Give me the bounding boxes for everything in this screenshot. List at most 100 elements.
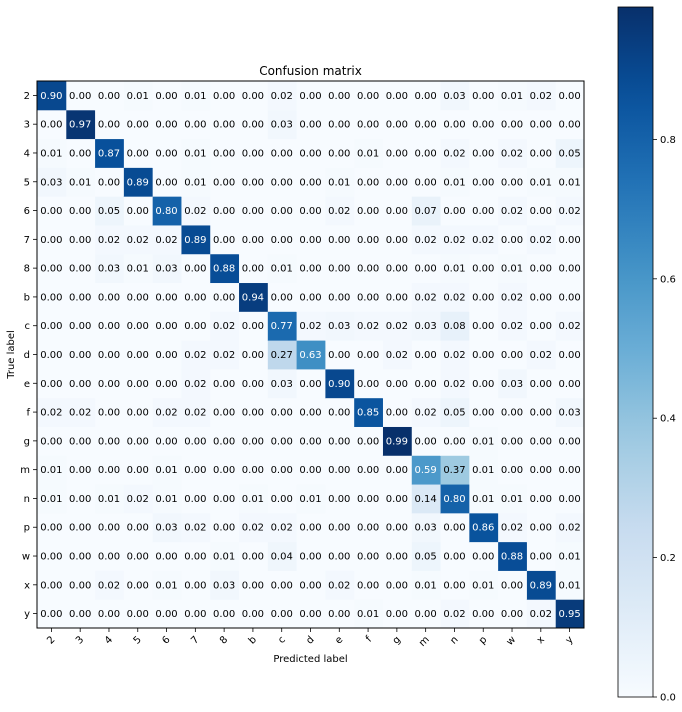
heatmap-cell	[296, 224, 326, 255]
cell-value: 0.00	[415, 350, 437, 361]
heatmap-cell	[440, 368, 470, 399]
heatmap-cell	[526, 512, 556, 543]
cell-value: 0.07	[415, 206, 437, 217]
cell-value: 0.00	[242, 148, 264, 159]
colorbar: 0.0 0.2 0.4 0.6 0.8	[617, 6, 676, 704]
cell-value: 0.00	[299, 465, 321, 476]
heatmap-cell	[94, 340, 124, 370]
heatmap-cell	[94, 311, 124, 341]
heatmap-cell	[123, 599, 153, 629]
heatmap-cell	[209, 455, 240, 485]
cell-value: 0.86	[472, 523, 494, 534]
cell-value: 0.00	[213, 292, 235, 303]
cell-value: 0.00	[443, 523, 465, 534]
cell-value: 0.00	[501, 465, 523, 476]
cell-value: 0.01	[299, 494, 321, 505]
heatmap-cell	[65, 81, 96, 111]
heatmap-cell	[497, 397, 527, 427]
cell-value: 0.00	[40, 523, 62, 534]
heatmap-cell	[555, 368, 585, 399]
cell-value: 0.02	[443, 292, 465, 303]
cell-value: 0.00	[184, 264, 206, 275]
heatmap-cell	[468, 570, 499, 600]
heatmap-cell	[238, 426, 268, 456]
cell-value: 0.00	[530, 465, 552, 476]
y-tick-label: m	[20, 465, 30, 476]
cell-value: 0.00	[472, 120, 494, 131]
cell-value: 0.02	[501, 292, 523, 303]
heatmap-cell	[324, 484, 355, 514]
heatmap-cell	[209, 253, 240, 284]
heatmap-cell	[296, 138, 326, 168]
cell-value: 0.02	[328, 206, 350, 217]
heatmap-cell	[37, 512, 67, 543]
heatmap-cell	[152, 81, 182, 111]
cell-value: 0.00	[328, 264, 350, 275]
heatmap-cell	[526, 253, 556, 284]
cell-value: 0.00	[155, 436, 177, 447]
cell-value: 0.03	[558, 408, 580, 419]
cell-value: 0.01	[184, 177, 206, 188]
heatmap-cell	[65, 484, 96, 514]
heatmap-cell	[440, 570, 470, 600]
heatmap-cell	[468, 311, 499, 341]
heatmap-cell	[497, 484, 527, 514]
heatmap-cell	[238, 599, 268, 629]
heatmap-cell	[238, 340, 268, 370]
heatmap-cell	[296, 81, 326, 111]
heatmap-cell	[209, 81, 240, 111]
heatmap-cell	[324, 512, 355, 543]
cell-value: 0.00	[184, 321, 206, 332]
cell-value: 0.03	[98, 264, 120, 275]
cell-value: 0.01	[213, 552, 235, 563]
cell-value: 0.03	[443, 91, 465, 102]
heatmap-cell	[468, 426, 499, 456]
cell-value: 0.00	[299, 292, 321, 303]
heatmap-cell	[440, 397, 470, 427]
cell-value: 0.02	[530, 235, 552, 246]
heatmap-cell	[180, 340, 211, 370]
heatmap-cell	[440, 311, 470, 341]
cell-value: 0.00	[98, 120, 120, 131]
heatmap-cell	[180, 253, 211, 284]
cell-value: 0.00	[213, 408, 235, 419]
cell-value: 0.00	[299, 408, 321, 419]
y-tick-label: n	[24, 494, 30, 505]
heatmap-cell	[152, 311, 182, 341]
heatmap-cell	[267, 599, 297, 629]
heatmap-cell	[382, 196, 412, 226]
heatmap-cell	[555, 311, 585, 341]
heatmap-cell	[526, 138, 556, 168]
heatmap-cell	[209, 512, 240, 543]
x-tick-label: 8	[218, 634, 230, 646]
heatmap-cell	[65, 167, 96, 197]
heatmap-cell	[324, 340, 355, 370]
colorbar-gradient	[617, 6, 654, 698]
cell-value: 0.00	[69, 264, 91, 275]
cell-value: 0.00	[472, 321, 494, 332]
cell-value: 0.00	[98, 408, 120, 419]
heatmap-cell	[152, 570, 182, 600]
heatmap-cell	[238, 484, 268, 514]
heatmap-cell	[209, 138, 240, 168]
cell-value: 0.00	[443, 120, 465, 131]
heatmap-cell	[411, 512, 441, 543]
cell-value: 0.05	[98, 206, 120, 217]
cell-value: 0.00	[386, 235, 408, 246]
heatmap-cell	[152, 109, 182, 140]
y-tick-label: 4	[24, 148, 30, 159]
cell-value: 0.00	[328, 292, 350, 303]
heatmap-cell	[555, 253, 585, 284]
heatmap-cell	[180, 368, 211, 399]
cell-value: 0.00	[213, 148, 235, 159]
cell-value: 0.02	[443, 235, 465, 246]
heatmap-cell	[382, 541, 412, 571]
heatmap-cell	[411, 397, 441, 427]
heatmap-cell	[497, 282, 527, 312]
cell-value: 0.01	[98, 494, 120, 505]
heatmap-cell	[555, 570, 585, 600]
cell-value: 0.00	[213, 609, 235, 620]
heatmap-cell	[209, 484, 240, 514]
heatmap-cell	[296, 253, 326, 284]
heatmap-cell	[267, 426, 297, 456]
